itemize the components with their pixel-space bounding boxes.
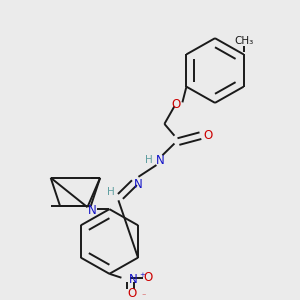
Text: H: H bbox=[145, 155, 152, 165]
Text: ⁻: ⁻ bbox=[141, 291, 146, 300]
Text: N: N bbox=[88, 204, 97, 217]
Text: O: O bbox=[128, 287, 137, 300]
Text: O: O bbox=[172, 98, 181, 111]
Text: O: O bbox=[204, 129, 213, 142]
Text: O: O bbox=[144, 271, 153, 284]
Text: N: N bbox=[156, 154, 165, 167]
Text: CH₃: CH₃ bbox=[234, 36, 253, 46]
Text: N: N bbox=[134, 178, 143, 191]
Text: N: N bbox=[128, 273, 137, 286]
Text: H: H bbox=[106, 188, 114, 197]
Text: +: + bbox=[140, 272, 145, 278]
